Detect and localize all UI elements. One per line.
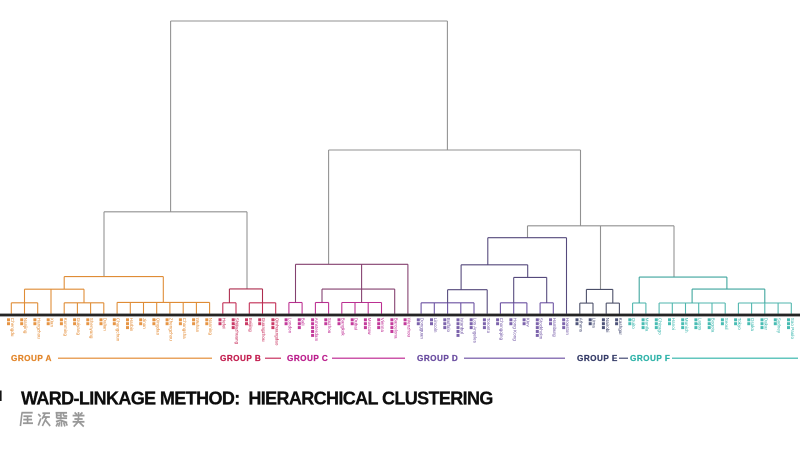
svg-text:Guiyang: Guiyang [76,318,81,336]
svg-text:Shenyang: Shenyang [89,318,94,339]
svg-text:Nairobi: Nairobi [605,318,610,333]
svg-text:Nanjing: Nanjing [23,318,28,334]
svg-text:Bogota: Bogota [711,318,716,333]
svg-text:Suzhou: Suzhou [327,318,332,334]
svg-text:Lagos: Lagos [697,318,702,331]
svg-text:Hamburg: Hamburg [552,318,557,337]
svg-text:Moscow: Moscow [367,318,372,336]
svg-text:Shijiazhuang: Shijiazhuang [235,318,240,345]
svg-text:Quito: Quito [631,318,636,329]
svg-text:Lincoln: Lincoln [433,318,438,333]
svg-text:Chongqing: Chongqing [499,318,504,341]
svg-text:Sao Paulo: Sao Paulo [790,318,795,340]
svg-text:Wuhan: Wuhan [195,318,200,333]
svg-text:Barcelona: Barcelona [393,318,398,339]
svg-text:Dongguan: Dongguan [420,318,425,340]
svg-text:Qingdao: Qingdao [155,318,160,336]
svg-text:Hefei: Hefei [221,318,226,329]
svg-text:Kiev: Kiev [526,318,531,328]
svg-text:Zhengzhou: Zhengzhou [169,318,174,341]
svg-text:WARD-LINKAGE METHOD: HIERARCH: WARD-LINKAGE METHOD: HIERARCHICAL CLUSTE… [21,388,493,408]
svg-text:Qinhuangdao: Qinhuangdao [274,318,279,346]
svg-text:GROUP A: GROUP A [11,354,52,363]
svg-text:Vienna: Vienna [380,318,385,333]
svg-text:Hong Kong: Hong Kong [512,318,517,341]
svg-text:Seoul: Seoul [724,318,729,330]
svg-text:Stockholm: Stockholm [539,318,544,340]
svg-text:Toronto: Toronto [486,318,491,334]
svg-text:GROUP D: GROUP D [417,354,458,363]
svg-text:Wenzhou: Wenzhou [407,318,412,338]
svg-text:Tokyo: Tokyo [737,318,742,330]
svg-text:Los Angeles: Los Angeles [473,318,478,344]
svg-text:Hanoi: Hanoi [671,318,676,330]
svg-text:Jinan: Jinan [142,318,147,329]
svg-text:Munich: Munich [684,318,689,333]
svg-text:Amsterdam: Amsterdam [314,318,319,342]
svg-text:Beijing: Beijing [248,318,253,332]
svg-text:GROUP E: GROUP E [577,354,618,363]
svg-text:Nanning: Nanning [208,318,213,336]
svg-text:Houston: Houston [565,318,570,336]
svg-text:GROUP B: GROUP B [220,354,261,363]
svg-text:Dakar: Dakar [763,318,768,331]
svg-text:Manila: Manila [645,318,650,332]
svg-text:Istanbul: Istanbul [459,318,464,334]
svg-text:GROUP C: GROUP C [287,354,328,363]
svg-text:Guangzhou: Guangzhou [261,318,266,342]
svg-text:Bangkok: Bangkok [340,318,345,337]
svg-text:Xian: Xian [50,318,55,328]
svg-text:Chengdu: Chengdu [10,318,15,337]
svg-text:Sydney: Sydney [777,318,782,334]
svg-text:Buffalo: Buffalo [446,318,451,333]
svg-text:GROUP F: GROUP F [630,354,670,363]
svg-text:Chicago: Chicago [658,318,663,335]
svg-text:Dubai: Dubai [354,318,359,330]
svg-text:Harbin: Harbin [129,318,134,332]
svg-text:Kashgar: Kashgar [618,318,623,336]
svg-text:Changsha: Changsha [182,318,187,339]
svg-text:Dalian: Dalian [102,318,107,332]
svg-text:London: London [288,318,293,334]
svg-text:Bali: Bali [301,318,306,326]
svg-text:Lima: Lima [592,318,597,328]
svg-text:Changchun: Changchun [116,318,121,342]
svg-text:Osaka: Osaka [750,318,755,332]
svg-text:Athens: Athens [578,318,583,333]
svg-text:Hangzhou: Hangzhou [36,318,41,339]
svg-text:Kunming: Kunming [63,318,68,337]
